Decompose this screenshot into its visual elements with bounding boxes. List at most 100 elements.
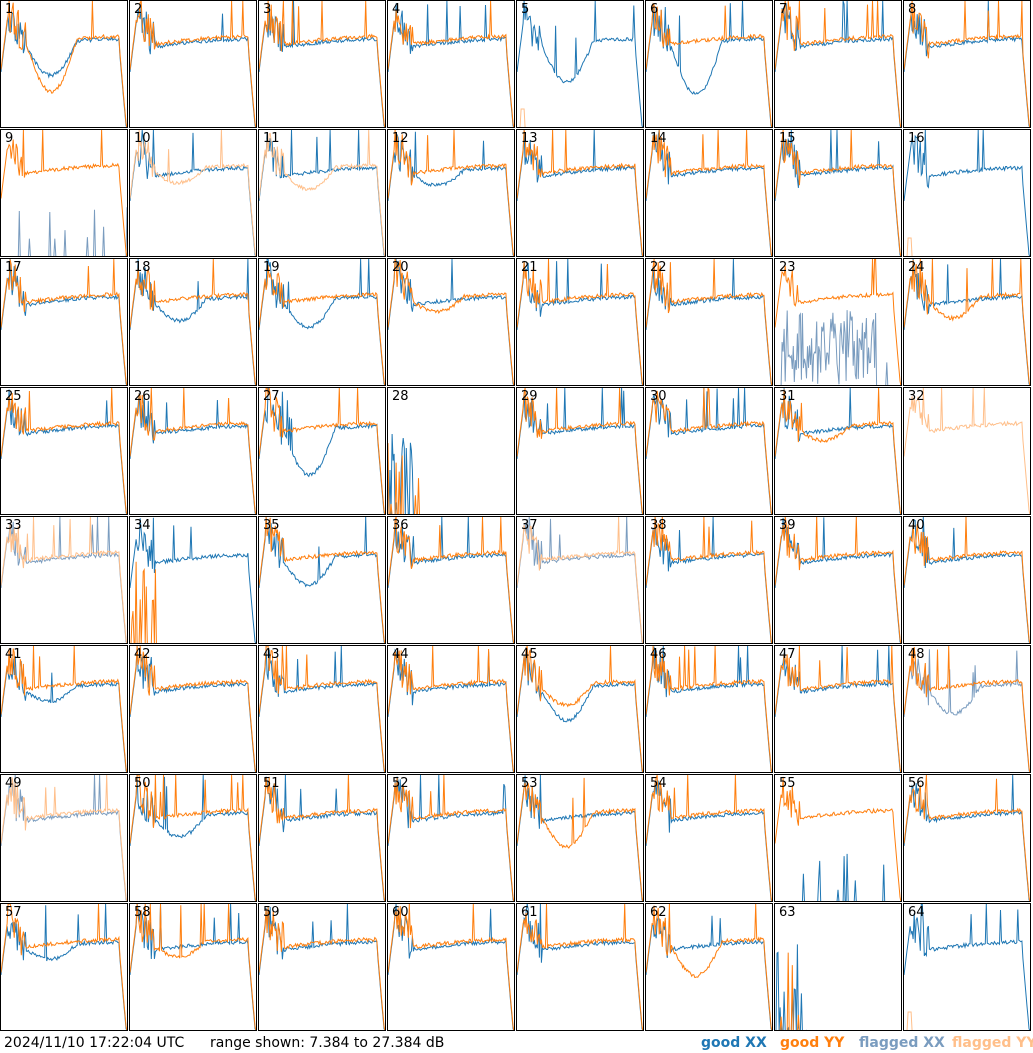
series-xx-line	[1, 11, 127, 127]
series-yy-line	[130, 561, 157, 643]
panel-label: 5	[521, 2, 530, 17]
panel-plot	[646, 517, 772, 643]
series-yy-line	[388, 646, 514, 772]
series-xx-line	[1, 904, 127, 1030]
panel-plot	[775, 1, 901, 127]
series-yy-line	[517, 259, 643, 385]
series-yy-line	[1, 388, 127, 514]
series-yy-line	[775, 259, 901, 385]
series-xx-line	[904, 649, 1030, 772]
panel-39: 39	[774, 516, 902, 644]
panel-plot	[904, 259, 1030, 385]
series-xx-line	[904, 775, 1030, 901]
panel-58: 58	[129, 903, 257, 1031]
series-xx-line	[388, 259, 514, 385]
panel-55: 55	[774, 774, 902, 902]
panel-plot	[1, 259, 127, 385]
panel-plot	[259, 388, 385, 514]
panel-label: 3	[263, 2, 272, 17]
series-yy-line	[517, 646, 643, 772]
panel-33: 33	[0, 516, 128, 644]
panel-plot	[646, 904, 772, 1030]
panel-plot	[775, 130, 901, 256]
panel-59: 59	[258, 903, 386, 1031]
series-xx-line	[904, 1, 1030, 127]
series-yy-line	[775, 517, 901, 643]
panel-plot	[388, 259, 514, 385]
series-yy-line	[646, 388, 772, 514]
series-xx-line	[259, 904, 385, 1030]
legend-good-yy: good YY	[780, 1035, 845, 1051]
panel-plot	[388, 904, 514, 1030]
panel-plot	[259, 517, 385, 643]
legend-good-xx: good XX	[701, 1035, 767, 1051]
panel-3: 3	[258, 0, 386, 128]
panel-34: 34	[129, 516, 257, 644]
series-xx-line	[646, 130, 772, 256]
panel-plot	[388, 517, 514, 643]
panel-29: 29	[516, 387, 644, 515]
footer: 2024/11/10 17:22:04 UTC range shown: 7.3…	[0, 1033, 1033, 1053]
panel-label: 4	[392, 2, 401, 17]
panel-label: 57	[5, 905, 22, 920]
panel-plot	[130, 388, 256, 514]
series-yy-line	[259, 264, 385, 385]
series-xx-line	[130, 646, 256, 772]
panel-64: 64	[903, 903, 1031, 1031]
panel-49: 49	[0, 774, 128, 902]
panel-plot	[775, 776, 901, 901]
panel-label: 60	[392, 905, 409, 920]
panel-5: 5	[516, 0, 644, 128]
panel-plot	[517, 646, 643, 772]
panel-plot	[517, 259, 643, 385]
panel-label: 62	[650, 905, 667, 920]
series-yy-line	[904, 259, 1030, 385]
panel-24: 24	[903, 258, 1031, 386]
series-yy-line	[259, 517, 385, 643]
panel-plot	[1, 775, 127, 901]
series-yy-line	[259, 1, 385, 127]
panel-label: 53	[521, 776, 538, 791]
panel-label: 32	[908, 389, 925, 404]
series-yy-line	[646, 517, 772, 643]
panel-label: 17	[5, 260, 22, 275]
series-yy-line	[517, 904, 643, 1030]
panel-1: 1	[0, 0, 128, 128]
series-yy-line	[904, 388, 1030, 514]
series-xx-line	[259, 1, 385, 127]
series-xx-line	[646, 259, 772, 385]
panel-plot	[130, 517, 256, 643]
series-xx-line	[801, 853, 886, 901]
panel-label: 26	[134, 389, 151, 404]
series-yy-line	[517, 777, 643, 901]
series-xx-line	[388, 1, 514, 127]
series-yy-line	[646, 259, 772, 385]
panel-plot	[904, 388, 1030, 514]
panel-label: 13	[521, 131, 538, 146]
panel-36: 36	[387, 516, 515, 644]
panel-30: 30	[645, 387, 773, 515]
panel-plot	[646, 1, 772, 127]
series-yy-line	[259, 775, 385, 901]
panel-label: 51	[263, 776, 280, 791]
panel-21: 21	[516, 258, 644, 386]
series-yy-line	[646, 904, 772, 1030]
panel-plot	[646, 388, 772, 514]
panel-plot	[259, 1, 385, 127]
series-yy-line	[775, 388, 901, 514]
panel-42: 42	[129, 645, 257, 773]
series-xx-line	[130, 517, 256, 643]
series-xx-line	[775, 130, 901, 256]
panel-41: 41	[0, 645, 128, 773]
series-xx-line	[517, 517, 643, 643]
series-yy-line	[1, 775, 127, 901]
panel-plot	[775, 517, 901, 643]
series-yy-line	[130, 130, 256, 256]
panel-plot	[259, 646, 385, 772]
panel-plot	[388, 433, 420, 514]
panel-label: 48	[908, 647, 925, 662]
panel-plot	[517, 388, 643, 514]
series-xx-line	[130, 259, 256, 385]
panel-14: 14	[645, 129, 773, 257]
series-xx-line	[259, 775, 385, 901]
